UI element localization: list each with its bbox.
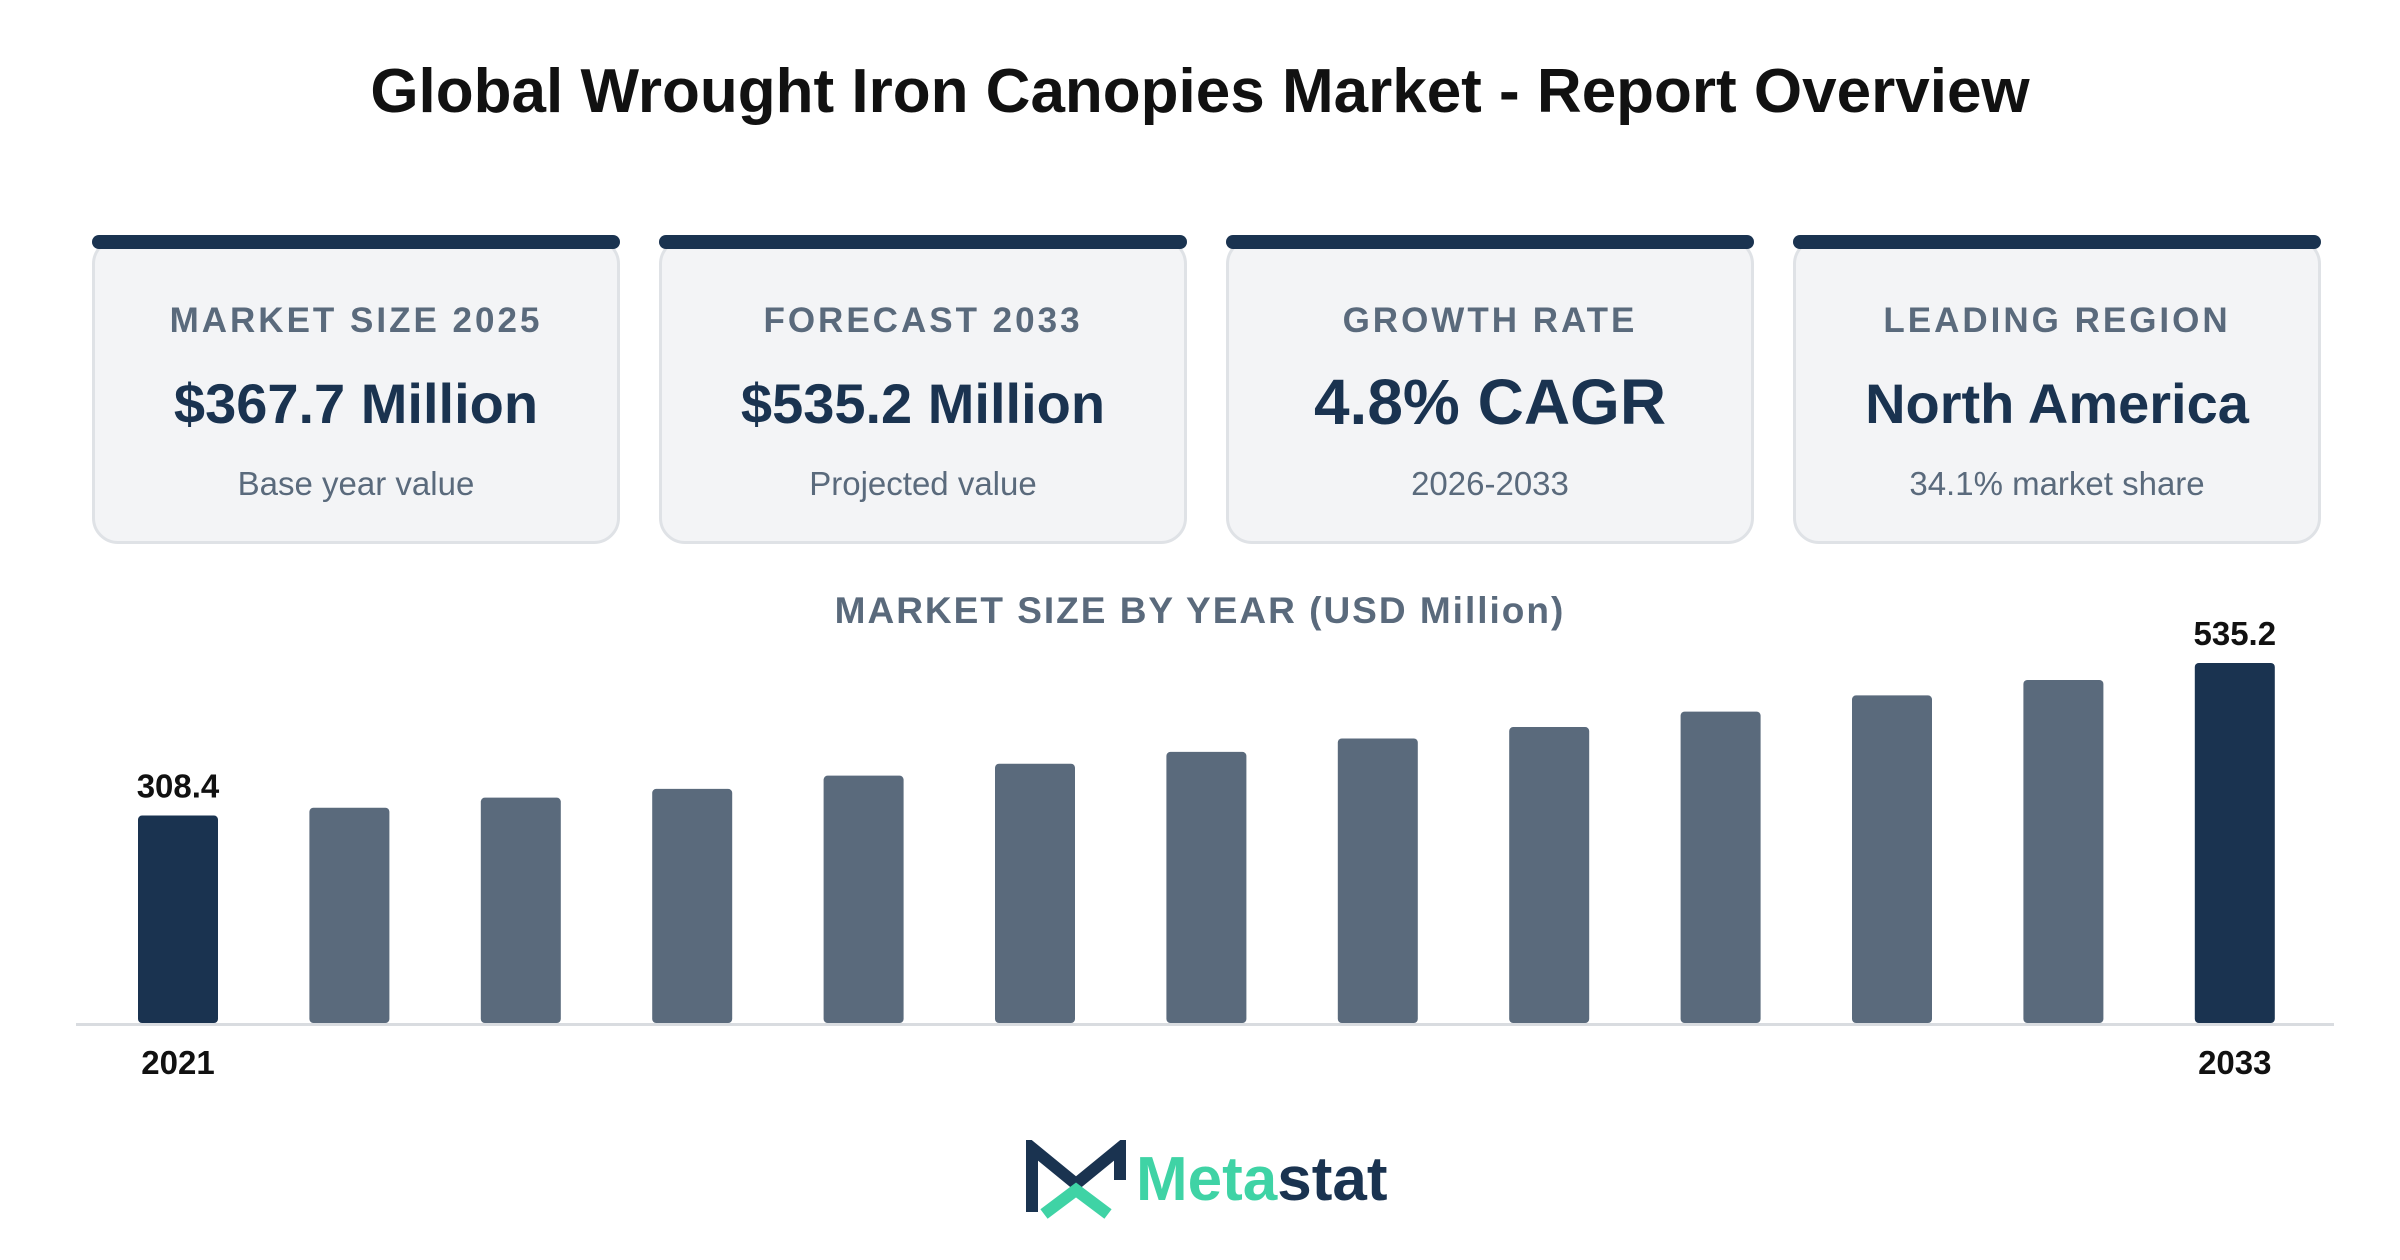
bar-2023 <box>480 797 561 1023</box>
card-value: $535.2 Million <box>740 372 1106 435</box>
bar-2033 <box>2194 663 2275 1023</box>
bar-2021 <box>138 815 218 1023</box>
logo-text-stat: stat <box>1277 1145 1388 1214</box>
bar-2026 <box>995 763 1075 1023</box>
card-value: 4.8% CAGR <box>1313 366 1667 438</box>
bar-2022 <box>309 807 390 1023</box>
bar-2030 <box>1680 711 1761 1023</box>
card-accent-bar <box>659 235 1187 249</box>
bar-2024 <box>652 788 733 1023</box>
card-subtext: 2026-2033 <box>1411 465 1569 502</box>
card-subtext: 34.1% market share <box>1909 465 2205 502</box>
page-title: Global Wrought Iron Canopies Market - Re… <box>370 57 2030 126</box>
card-subtext: Base year value <box>237 465 475 502</box>
logo-text-meta: Meta <box>1136 1145 1278 1214</box>
card-value: North America <box>1865 372 2249 435</box>
x-tick-label-2033: 2033 <box>2198 1044 2271 1081</box>
card-label: LEADING REGION <box>1883 301 2231 340</box>
card-label: MARKET SIZE 2025 <box>169 301 543 340</box>
card-label: GROWTH RATE <box>1342 301 1638 340</box>
card-accent-bar <box>92 235 620 249</box>
metastat-logo-text: Metastat <box>1136 1144 1388 1216</box>
bar-2032 <box>2023 679 2104 1023</box>
value-label-2021: 308.4 <box>137 768 220 805</box>
x-tick-label-2021: 2021 <box>141 1044 214 1081</box>
bar-2029 <box>1509 727 1590 1023</box>
bar-2028 <box>1337 738 1418 1023</box>
chart-title: MARKET SIZE BY YEAR (USD Million) <box>834 590 1566 631</box>
card-accent-bar <box>1793 235 2321 249</box>
card-value: $367.7 Million <box>173 372 539 435</box>
card-subtext: Projected value <box>809 465 1037 502</box>
market-size-card: MARKET SIZE 2025 $367.7 Million Base yea… <box>92 235 620 544</box>
forecast-card: FORECAST 2033 $535.2 Million Projected v… <box>659 235 1187 544</box>
leading-region-card: LEADING REGION North America 34.1% marke… <box>1793 235 2321 544</box>
metastat-logo-icon <box>1026 1140 1126 1219</box>
value-label-2033: 535.2 <box>2194 615 2277 652</box>
bar-2031 <box>1852 695 1932 1023</box>
bar-2025 <box>823 775 904 1023</box>
growth-rate-card: GROWTH RATE 4.8% CAGR 2026-2033 <box>1226 235 1754 544</box>
card-accent-bar <box>1226 235 1754 249</box>
card-label: FORECAST 2033 <box>763 301 1083 340</box>
bar-2027 <box>1166 751 1247 1023</box>
